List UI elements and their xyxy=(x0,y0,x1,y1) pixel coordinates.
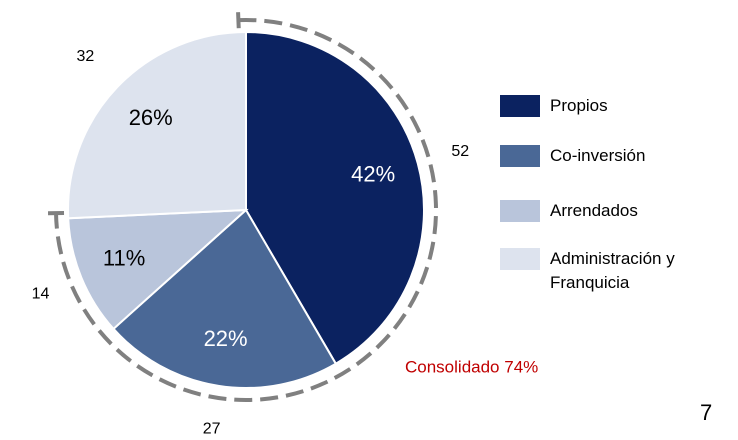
count-label: 14 xyxy=(32,285,50,302)
consolidated-arc xyxy=(54,18,438,402)
slice-label: 22% xyxy=(204,326,248,351)
slice-label: 26% xyxy=(129,105,173,130)
legend-swatch xyxy=(500,145,540,167)
slice-label: 11% xyxy=(103,246,145,271)
legend-swatch xyxy=(500,200,540,222)
legend-label: Propios xyxy=(550,96,608,115)
pie-slice xyxy=(112,208,338,389)
pie-slice xyxy=(245,30,425,366)
count-label: 32 xyxy=(77,48,95,65)
annotation: Consolidado 74% xyxy=(405,357,538,376)
legend-swatch xyxy=(500,95,540,117)
count-label: 27 xyxy=(203,421,221,438)
legend-label: Co-inversión xyxy=(550,146,646,165)
pie-slice xyxy=(67,208,249,331)
count-label: 52 xyxy=(451,143,469,160)
legend-swatch xyxy=(500,248,540,270)
legend-label: Arrendados xyxy=(550,201,638,220)
arc-end xyxy=(236,12,241,29)
slice-label: 42% xyxy=(351,161,395,186)
legend-label: Administración y Franquicia xyxy=(550,249,675,292)
page-number: 7 xyxy=(700,400,713,425)
pie-slice xyxy=(67,30,247,220)
